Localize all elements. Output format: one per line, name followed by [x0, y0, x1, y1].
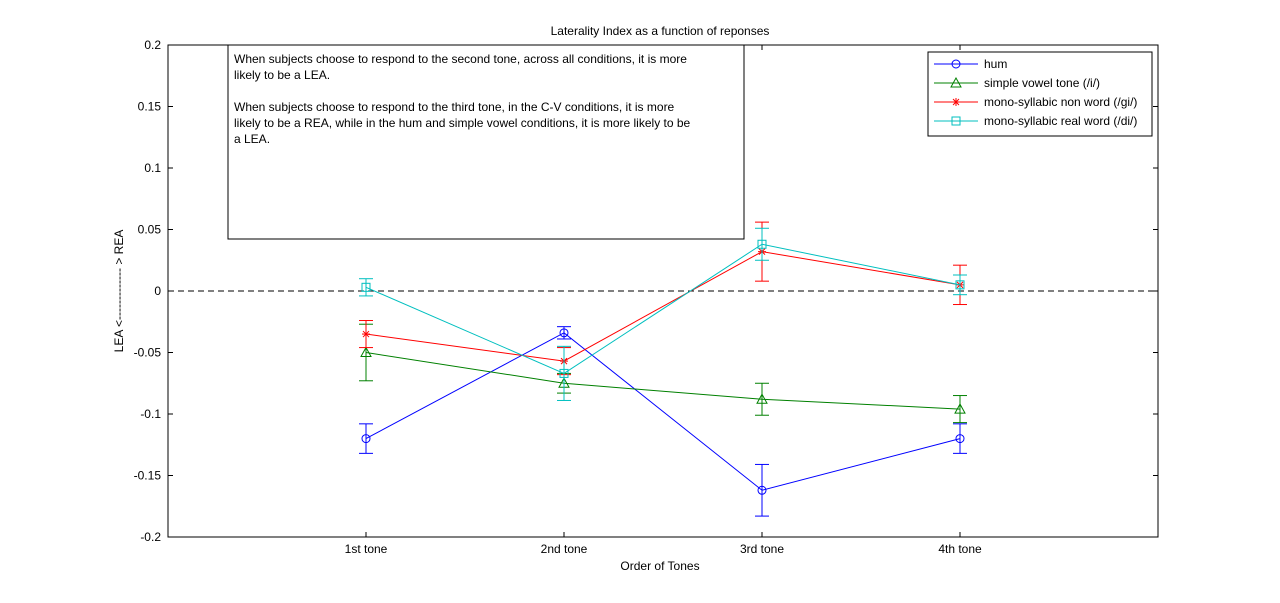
- y-tick-label: 0.15: [138, 100, 162, 114]
- legend-label: hum: [984, 57, 1007, 71]
- x-tick-label: 3rd tone: [740, 542, 784, 556]
- series-line: [365, 352, 961, 410]
- error-bar: [755, 382, 769, 416]
- triangle-marker: [756, 393, 768, 404]
- series-line: [365, 243, 961, 374]
- legend-label: simple vowel tone (/i/): [984, 76, 1100, 90]
- annotation-frame: [227, 44, 745, 240]
- error-bar: [953, 423, 967, 454]
- y-tick-label: 0: [154, 284, 161, 298]
- x-tick-label: 2nd tone: [541, 542, 588, 556]
- error-bar: [953, 395, 967, 424]
- asterisk-marker: [362, 330, 370, 339]
- y-tick-label: -0.05: [134, 346, 162, 360]
- error-bar: [359, 423, 373, 454]
- annotation-line: When subjects choose to respond to the s…: [234, 52, 687, 66]
- y-tick-label: -0.1: [140, 407, 161, 421]
- circle-marker: [955, 434, 965, 444]
- square-marker: [757, 239, 767, 249]
- y-tick-label: 0.1: [144, 161, 161, 175]
- legend-frame: [927, 51, 1153, 137]
- square-marker: [361, 282, 371, 292]
- error-bar: [359, 278, 373, 297]
- error-bar: [953, 274, 967, 296]
- circle-marker: [951, 59, 961, 69]
- annotation-line: likely to be a LEA.: [234, 68, 330, 82]
- series-group: [359, 326, 967, 517]
- y-axis-label: LEA <------------- > REA: [112, 230, 126, 353]
- annotation-line: a LEA.: [234, 132, 270, 146]
- error-bar: [755, 227, 769, 261]
- annotation-line: likely to be a REA, while in the hum and…: [234, 116, 691, 130]
- circle-marker: [757, 485, 767, 495]
- annotation-line: When subjects choose to respond to the t…: [234, 100, 675, 114]
- triangle-marker: [360, 346, 372, 357]
- y-axis-ticks: -0.2 -0.15 -0.1 -0.05 0 0.05 0.1 0.15 0.2: [134, 38, 1158, 544]
- error-bar: [557, 345, 571, 401]
- legend-item: simple vowel tone (/i/): [934, 76, 1100, 90]
- triangle-marker: [950, 76, 962, 88]
- square-marker: [955, 280, 965, 290]
- annotation-box: When subjects choose to respond to the s…: [227, 44, 745, 240]
- legend-label: mono-syllabic non word (/gi/): [984, 95, 1137, 109]
- circle-marker: [559, 328, 569, 338]
- y-tick-label: -0.2: [140, 530, 161, 544]
- legend: hum simple vowel tone (/i/) mono-syllabic …: [927, 51, 1153, 137]
- legend-item: hum: [934, 57, 1007, 71]
- series-line: [365, 332, 961, 491]
- chart-title: Laterality Index as a function of repons…: [551, 24, 770, 38]
- asterisk-marker: [952, 98, 960, 106]
- legend-label: mono-syllabic real word (/di/): [984, 114, 1137, 128]
- legend-item: mono-syllabic non word (/gi/): [934, 95, 1137, 109]
- error-bar: [755, 463, 769, 517]
- square-marker: [951, 116, 961, 126]
- x-tick-label: 4th tone: [938, 542, 982, 556]
- legend-item: mono-syllabic real word (/di/): [934, 114, 1137, 128]
- y-tick-label: 0.2: [144, 38, 161, 52]
- square-marker: [559, 368, 569, 378]
- series-group: [359, 227, 967, 401]
- series-layer: [359, 221, 967, 517]
- circle-marker: [361, 434, 371, 444]
- x-tick-label: 1st tone: [345, 542, 388, 556]
- y-tick-label: 0.05: [138, 223, 162, 237]
- triangle-marker: [954, 403, 966, 414]
- series-line: [365, 251, 961, 362]
- x-axis-label: Order of Tones: [620, 559, 699, 573]
- y-tick-label: -0.15: [134, 469, 162, 483]
- x-axis-ticks: 1st tone 2nd tone 3rd tone 4th tone: [345, 45, 982, 556]
